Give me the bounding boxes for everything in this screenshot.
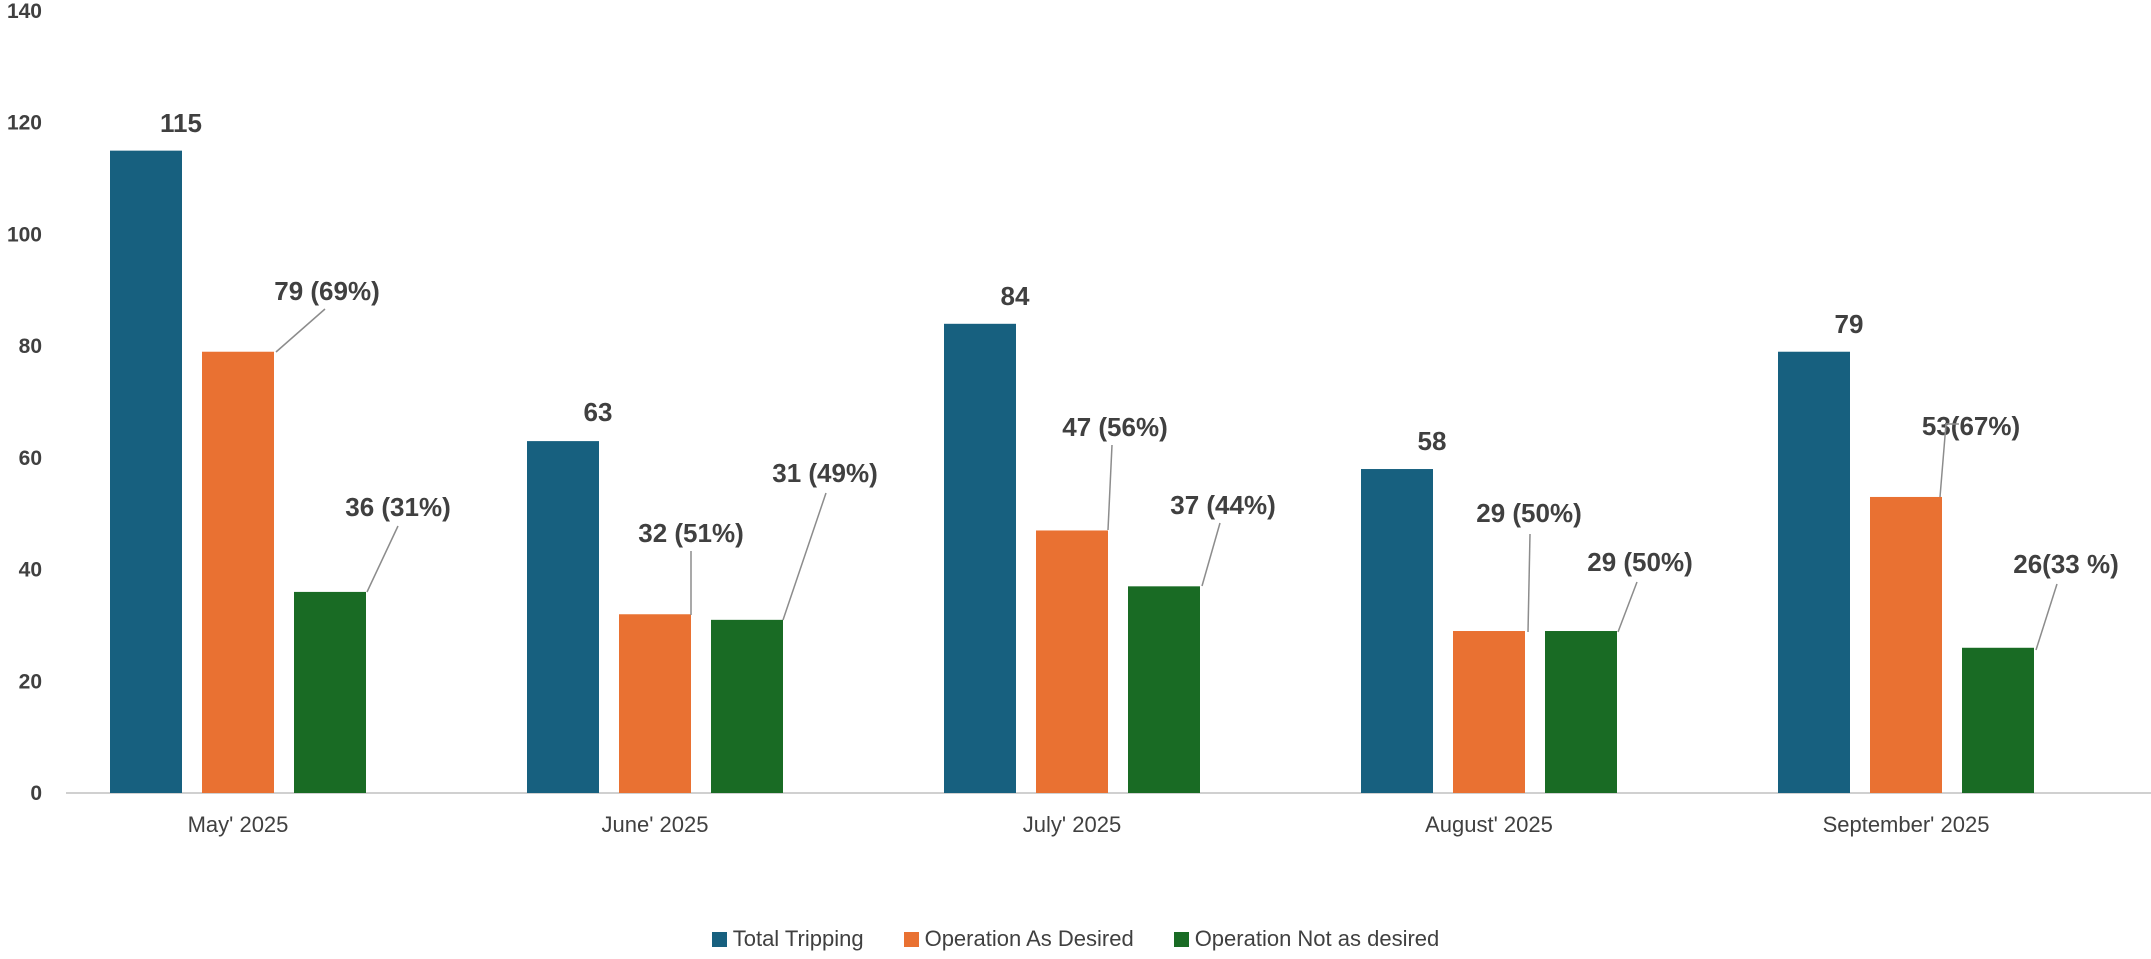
y-tick-label: 80	[19, 335, 42, 358]
data-label-0-3: 58	[1418, 426, 1447, 456]
y-tick-label: 0	[30, 782, 42, 805]
data-label-0-0: 115	[160, 108, 202, 138]
data-label-2-0: 36 (31%)	[345, 492, 451, 522]
leader-line-2-3	[1617, 581, 1638, 633]
x-tick-label: May' 2025	[188, 812, 289, 837]
legend-item: Total Tripping	[711, 926, 864, 952]
legend-swatch	[903, 931, 919, 947]
bar-0-0	[110, 150, 182, 794]
data-label-1-1: 32 (51%)	[638, 518, 744, 548]
legend-label: Operation Not as desired	[1194, 926, 1440, 951]
bar-0-3	[1361, 469, 1433, 793]
legend-item: Operation Not as desired	[1173, 926, 1440, 952]
bar-2-2	[1128, 586, 1200, 793]
bar-0-2	[944, 323, 1016, 793]
y-tick-label: 20	[19, 670, 42, 693]
y-tick-label: 40	[19, 559, 42, 582]
data-label-0-1: 63	[584, 397, 613, 427]
bar-2-3	[1545, 631, 1617, 793]
x-tick-label: August' 2025	[1425, 812, 1553, 837]
bar-1-4	[1870, 496, 1942, 793]
bar-1-1	[619, 614, 691, 793]
data-label-2-4: 26(33 %)	[2013, 549, 2119, 579]
data-label-2-3: 29 (50%)	[1587, 547, 1693, 577]
legend-label: Operation As Desired	[924, 926, 1134, 951]
bar-2-1	[711, 619, 783, 793]
data-label-1-3: 29 (50%)	[1476, 498, 1582, 528]
chart: 0 20 40 60 80 100 120 140 May' 2025 June' 2025 Jul…	[7, 0, 2151, 837]
y-tick-label: 140	[7, 0, 42, 23]
legend-item: Operation As Desired	[903, 926, 1134, 952]
data-label-2-1: 31 (49%)	[772, 458, 878, 488]
data-label-1-4: 53(67%)	[1922, 411, 2020, 441]
x-tick-label: July' 2025	[1023, 812, 1121, 837]
leader-line-2-2	[1201, 522, 1221, 587]
leader-line-2-4	[2035, 583, 2058, 651]
legend-swatch	[1173, 931, 1189, 947]
data-label-1-2: 47 (56%)	[1062, 412, 1168, 442]
bar-1-0	[202, 351, 274, 793]
leader-line-1-4	[1939, 423, 1947, 498]
data-label-0-4: 79	[1835, 309, 1864, 339]
leader-line-1-3	[1527, 533, 1531, 633]
legend-swatch	[711, 931, 727, 947]
legend: Total Tripping Operation As Desired Operat…	[0, 926, 2151, 952]
bar-0-4	[1778, 351, 1850, 793]
leader-line-2-0	[366, 525, 399, 593]
leader-line-1-2	[1107, 444, 1113, 531]
data-label-0-2: 84	[1001, 281, 1030, 311]
bar-1-2	[1036, 530, 1108, 793]
bar-0-1	[527, 441, 599, 793]
leader-line-2-1	[782, 492, 827, 621]
x-tick-label: June' 2025	[602, 812, 709, 837]
bar-2-0	[294, 591, 366, 793]
y-tick-label: 100	[7, 223, 42, 246]
data-label-2-2: 37 (44%)	[1170, 490, 1276, 520]
data-label-1-0: 79 (69%)	[274, 276, 380, 306]
y-tick-label: 120	[7, 112, 42, 135]
leader-line-1-0	[275, 308, 326, 353]
legend-label: Total Tripping	[732, 926, 864, 951]
y-tick-label: 60	[19, 447, 42, 470]
bar-1-3	[1453, 631, 1525, 793]
bar-2-4	[1962, 647, 2034, 793]
x-tick-label: September' 2025	[1823, 812, 1990, 837]
